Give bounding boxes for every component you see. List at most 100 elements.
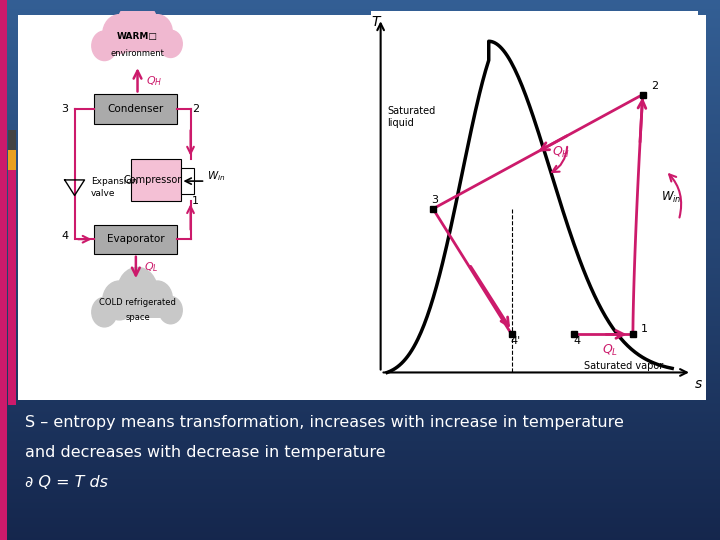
Bar xyxy=(0,200,720,201)
Bar xyxy=(0,396,720,397)
Bar xyxy=(0,130,720,131)
Bar xyxy=(0,229,720,230)
Bar xyxy=(0,411,720,412)
Bar xyxy=(0,280,720,281)
Bar xyxy=(0,291,720,292)
Bar xyxy=(0,465,720,466)
Bar xyxy=(0,366,720,367)
Bar xyxy=(0,90,720,91)
Text: 1: 1 xyxy=(192,197,199,206)
Bar xyxy=(0,46,720,47)
Bar xyxy=(0,531,720,532)
Bar xyxy=(0,8,720,9)
Bar xyxy=(0,460,720,461)
Bar xyxy=(0,303,720,304)
Bar xyxy=(0,399,720,400)
Bar xyxy=(0,83,720,84)
Bar xyxy=(0,115,720,116)
Bar xyxy=(0,429,720,430)
Bar xyxy=(0,374,720,375)
Bar xyxy=(0,369,720,370)
Bar xyxy=(103,302,172,318)
Bar xyxy=(0,66,720,67)
Bar xyxy=(0,228,720,229)
Bar xyxy=(0,7,720,8)
Bar xyxy=(0,52,720,53)
Text: $W_{in}$: $W_{in}$ xyxy=(662,190,682,205)
Bar xyxy=(0,245,720,246)
Bar xyxy=(0,409,720,410)
Bar xyxy=(0,198,720,199)
Bar xyxy=(0,420,720,421)
Bar xyxy=(0,104,720,105)
Bar xyxy=(0,60,720,61)
Bar xyxy=(0,136,720,137)
Bar xyxy=(0,514,720,515)
Bar xyxy=(0,480,720,481)
Bar xyxy=(0,444,720,445)
Bar xyxy=(0,37,720,38)
Bar xyxy=(0,51,720,52)
Bar xyxy=(0,391,720,392)
Bar xyxy=(0,155,720,156)
Bar xyxy=(0,182,720,183)
Bar xyxy=(0,267,720,268)
Text: valve: valve xyxy=(91,189,116,198)
Bar xyxy=(0,271,720,272)
Bar xyxy=(0,345,720,346)
Bar xyxy=(0,473,720,474)
Bar xyxy=(0,50,720,51)
Bar xyxy=(0,455,720,456)
Bar xyxy=(0,262,720,263)
Bar xyxy=(0,57,720,58)
Bar xyxy=(0,404,720,405)
Bar xyxy=(0,469,720,470)
Text: Saturated vapor: Saturated vapor xyxy=(584,361,663,370)
Bar xyxy=(0,323,720,324)
Bar xyxy=(0,368,720,369)
Bar xyxy=(0,308,720,309)
Bar xyxy=(0,82,720,83)
Bar xyxy=(0,122,720,123)
Bar xyxy=(0,264,720,265)
Bar xyxy=(0,173,720,174)
Bar xyxy=(0,191,720,192)
Bar xyxy=(0,390,720,391)
Bar xyxy=(0,502,720,503)
Bar xyxy=(0,212,720,213)
Bar xyxy=(0,258,720,259)
Bar xyxy=(0,48,720,49)
Bar xyxy=(0,434,720,435)
Bar xyxy=(0,395,720,396)
Bar xyxy=(0,243,720,244)
Bar xyxy=(0,100,720,101)
Bar xyxy=(0,315,720,316)
Bar xyxy=(0,456,720,457)
Bar xyxy=(0,490,720,491)
Bar xyxy=(0,494,720,495)
Bar xyxy=(0,286,720,287)
Bar xyxy=(0,116,720,117)
Bar xyxy=(0,468,720,469)
Bar xyxy=(0,219,720,220)
Bar xyxy=(0,534,720,535)
Bar xyxy=(0,284,720,285)
Bar xyxy=(0,400,720,401)
Bar xyxy=(0,17,720,18)
Bar xyxy=(0,344,720,345)
Bar xyxy=(0,392,720,393)
Bar xyxy=(0,151,720,152)
Bar xyxy=(0,317,720,318)
Bar xyxy=(0,250,720,251)
Bar xyxy=(0,356,720,357)
Bar xyxy=(0,405,720,406)
Bar xyxy=(18,15,706,400)
Bar xyxy=(0,466,720,467)
Bar xyxy=(0,192,720,193)
Bar xyxy=(0,535,720,536)
Bar xyxy=(0,283,720,284)
Bar xyxy=(0,453,720,454)
Bar xyxy=(0,477,720,478)
Bar xyxy=(0,511,720,512)
Bar xyxy=(0,206,720,207)
